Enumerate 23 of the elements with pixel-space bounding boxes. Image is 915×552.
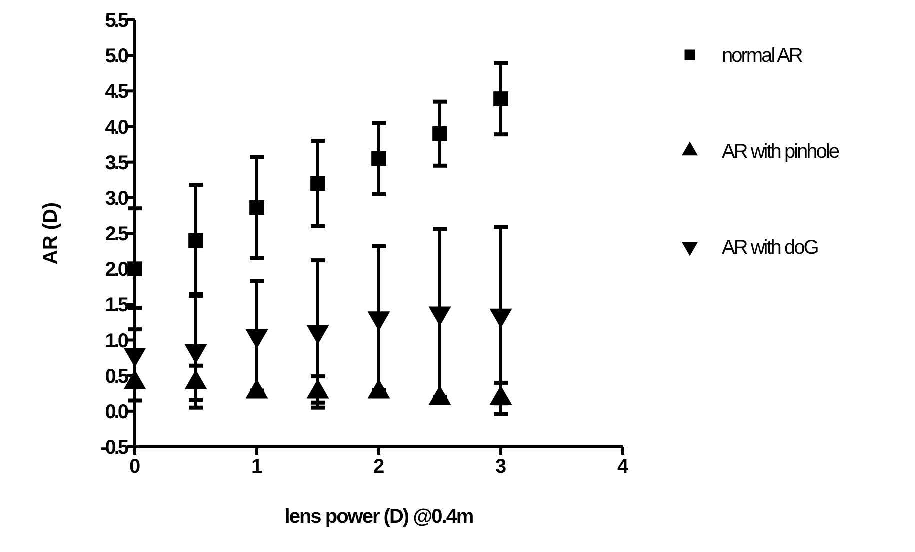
y-tick-label: 0.0	[105, 401, 129, 424]
x-tick-label: 2	[373, 456, 385, 478]
y-tick-label: 0.5	[105, 366, 129, 388]
y-tick-label: 1.0	[105, 330, 129, 352]
y-tick-label: 5.5	[105, 10, 129, 32]
x-tick-label: 4	[617, 456, 630, 478]
y-tick-label: 4.0	[105, 116, 129, 139]
legend-label: normal AR	[722, 45, 803, 67]
x-tick-label: 3	[495, 456, 507, 478]
y-tick-label: 5.0	[105, 46, 129, 68]
y-tick-label: 2.0	[105, 259, 129, 282]
legend-label: AR with pinhole	[722, 141, 840, 163]
y-tick-label: 3.0	[105, 188, 129, 210]
x-tick-label: 0	[129, 456, 141, 478]
x-tick-label: 1	[251, 456, 263, 478]
y-tick-label: 3.5	[105, 152, 129, 174]
y-tick-label: 2.5	[105, 224, 129, 246]
y-tick-label: 4.5	[105, 81, 129, 104]
y-axis-title: AR (D)	[40, 202, 62, 265]
y-tick-label: 1.5	[105, 294, 129, 317]
y-tick-label: -0.5	[100, 437, 129, 459]
legend-label: AR with doG	[722, 237, 819, 259]
x-axis-title: lens power (D) @0.4m	[284, 506, 474, 528]
